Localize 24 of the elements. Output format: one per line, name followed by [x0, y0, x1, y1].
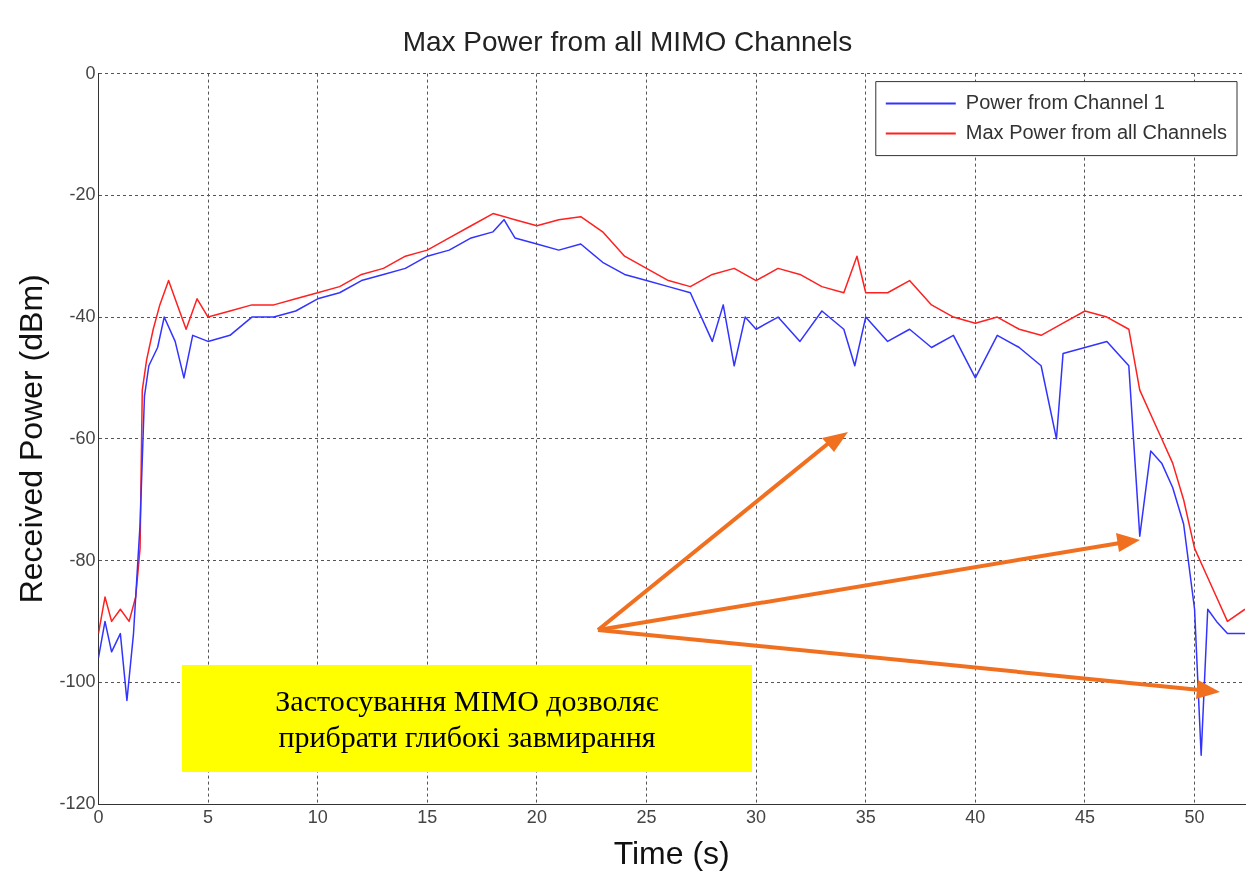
- x-tick-label: 5: [203, 806, 214, 827]
- chart-title: Max Power from all MIMO Channels: [402, 25, 853, 57]
- x-tick-label: 40: [965, 806, 986, 827]
- x-tick-label: 10: [307, 806, 328, 827]
- x-tick-label: 30: [746, 806, 767, 827]
- x-axis-title: Time (s): [613, 834, 730, 871]
- x-tick-label: 50: [1184, 806, 1205, 827]
- y-tick-label: -20: [69, 184, 96, 205]
- annotation: Застосування MIMO дозволяє прибрати глибокі завмирання: [274, 682, 660, 755]
- y-tick-label: -60: [69, 427, 96, 448]
- y-tick-label: -80: [69, 549, 96, 570]
- y-tick-label: -40: [69, 306, 96, 327]
- callout-box: Застосування MIMO дозволяє прибрати глибокі завмирання: [182, 665, 752, 772]
- y-tick-label: -120: [59, 792, 96, 813]
- legend-label: Power from Channel 1: [965, 91, 1165, 114]
- x-tick-label: 15: [417, 806, 438, 827]
- legend-label: Max Power from all Channels: [965, 121, 1228, 144]
- x-tick-label: 45: [1074, 806, 1095, 827]
- y-axis-title: Received Power (dBm): [13, 274, 50, 604]
- y-tick-label: -100: [59, 671, 96, 692]
- x-tick-label: 35: [855, 806, 876, 827]
- x-tick-label: 20: [526, 806, 547, 827]
- x-tick-label: 25: [636, 806, 657, 827]
- y-tick-label: 0: [85, 62, 96, 83]
